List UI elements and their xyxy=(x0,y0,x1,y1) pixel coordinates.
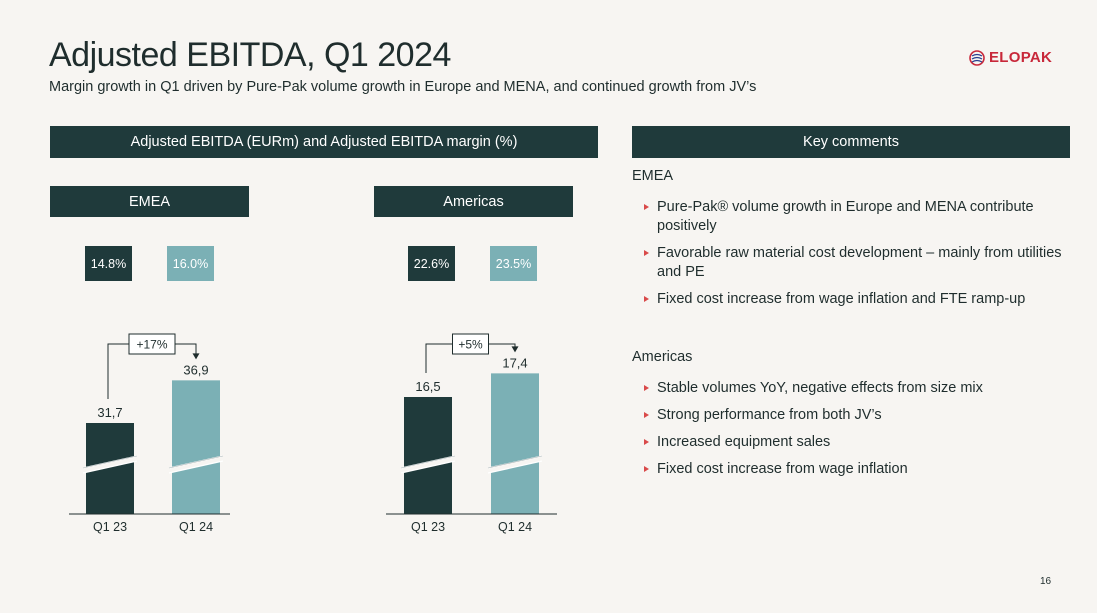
list-item: Fixed cost increase from wage inflation xyxy=(632,460,1072,479)
comments-region-emea: EMEA xyxy=(632,168,674,184)
elopak-logo: ELOPAK xyxy=(969,49,1052,66)
bar-americas-1 xyxy=(491,373,539,514)
list-item: Fixed cost increase from wage inflation … xyxy=(632,290,1072,309)
bullet-triangle-icon xyxy=(644,412,649,418)
bar-americas-0 xyxy=(404,397,452,514)
bullet-triangle-icon xyxy=(644,466,649,472)
value-label-americas-0: 16,5 xyxy=(415,379,440,394)
comments-group-americas: Americas Stable volumes YoY, negative ef… xyxy=(632,349,1072,479)
value-label-emea-1: 36,9 xyxy=(183,362,208,377)
margin-box-emea-q1-23: 14.8% xyxy=(85,246,132,281)
axis-break-line xyxy=(168,455,224,469)
bullet-triangle-icon xyxy=(644,385,649,391)
axis-break-line xyxy=(400,455,456,469)
category-label-americas-0: Q1 23 xyxy=(411,520,445,534)
bullet-triangle-icon xyxy=(644,296,649,302)
comment-text: Fixed cost increase from wage inflation … xyxy=(657,291,1026,307)
bar-emea-1 xyxy=(172,380,220,514)
growth-label-emea: +17% xyxy=(136,338,167,352)
axis-break-gap xyxy=(169,456,223,473)
value-label-americas-1: 17,4 xyxy=(502,355,527,370)
growth-arrowhead-icon xyxy=(192,353,200,360)
axis-break-gap xyxy=(83,456,137,473)
comments-region-americas: Americas xyxy=(632,349,693,365)
panel-header-emea: EMEA xyxy=(50,186,249,217)
bullet-triangle-icon xyxy=(644,439,649,445)
comment-text: Stable volumes YoY, negative effects fro… xyxy=(657,380,983,396)
bullet-triangle-icon xyxy=(644,204,649,210)
axis-break-line xyxy=(168,460,224,474)
axis-break-edge xyxy=(82,455,138,469)
axis-break-gap xyxy=(401,456,455,473)
list-item: Favorable raw material cost development … xyxy=(632,244,1072,282)
comments-section-header: Key comments xyxy=(632,126,1070,158)
margin-box-emea-q1-24: 16.0% xyxy=(167,246,214,281)
category-label-americas-1: Q1 24 xyxy=(498,520,532,534)
bullet-triangle-icon xyxy=(644,250,649,256)
axis-break-line xyxy=(487,455,543,469)
growth-box-emea xyxy=(128,333,176,355)
comments-group-emea: EMEA Pure-Pak® volume growth in Europe a… xyxy=(632,168,1072,309)
logo-text: ELOPAK xyxy=(989,49,1053,66)
list-item: Stable volumes YoY, negative effects fro… xyxy=(632,379,1072,398)
value-label-emea-0: 31,7 xyxy=(97,405,122,420)
page-title: Adjusted EBITDA, Q1 2024 xyxy=(49,36,451,74)
axis-break-line xyxy=(400,460,456,474)
list-item: Pure-Pak® volume growth in Europe and ME… xyxy=(632,198,1072,236)
axis-break-edge xyxy=(400,455,456,469)
axis-break-gap xyxy=(488,456,542,473)
growth-arrowhead-icon xyxy=(511,346,519,353)
margin-box-americas-q1-24: 23.5% xyxy=(490,246,537,281)
category-label-emea-0: Q1 23 xyxy=(93,520,127,534)
axis-break-line xyxy=(82,460,138,474)
category-label-emea-1: Q1 24 xyxy=(179,520,213,534)
axis-break-edge xyxy=(168,455,224,469)
comment-text: Pure-Pak® volume growth in Europe and ME… xyxy=(657,199,1034,234)
comment-text: Strong performance from both JV’s xyxy=(657,407,882,423)
axis-break-edge xyxy=(487,455,543,469)
list-item: Increased equipment sales xyxy=(632,433,1072,452)
comment-text: Fixed cost increase from wage inflation xyxy=(657,461,908,477)
comment-text: Increased equipment sales xyxy=(657,434,831,450)
key-comments: EMEA Pure-Pak® volume growth in Europe a… xyxy=(632,168,1072,487)
growth-box-americas xyxy=(452,333,489,355)
comments-list-emea: Pure-Pak® volume growth in Europe and ME… xyxy=(632,198,1072,309)
axis-break-line xyxy=(82,455,138,469)
page-number: 16 xyxy=(1040,576,1052,587)
elopak-mark-icon xyxy=(969,49,985,66)
list-item: Strong performance from both JV’s xyxy=(632,406,1072,425)
margin-box-americas-q1-23: 22.6% xyxy=(408,246,455,281)
comments-list-americas: Stable volumes YoY, negative effects fro… xyxy=(632,379,1072,479)
chart-section-header: Adjusted EBITDA (EURm) and Adjusted EBIT… xyxy=(50,126,598,158)
panel-header-americas: Americas xyxy=(374,186,573,217)
axis-break-line xyxy=(487,460,543,474)
comment-text: Favorable raw material cost development … xyxy=(657,245,1062,280)
growth-label-americas: +5% xyxy=(458,338,483,352)
page-subtitle: Margin growth in Q1 driven by Pure-Pak v… xyxy=(49,79,757,95)
